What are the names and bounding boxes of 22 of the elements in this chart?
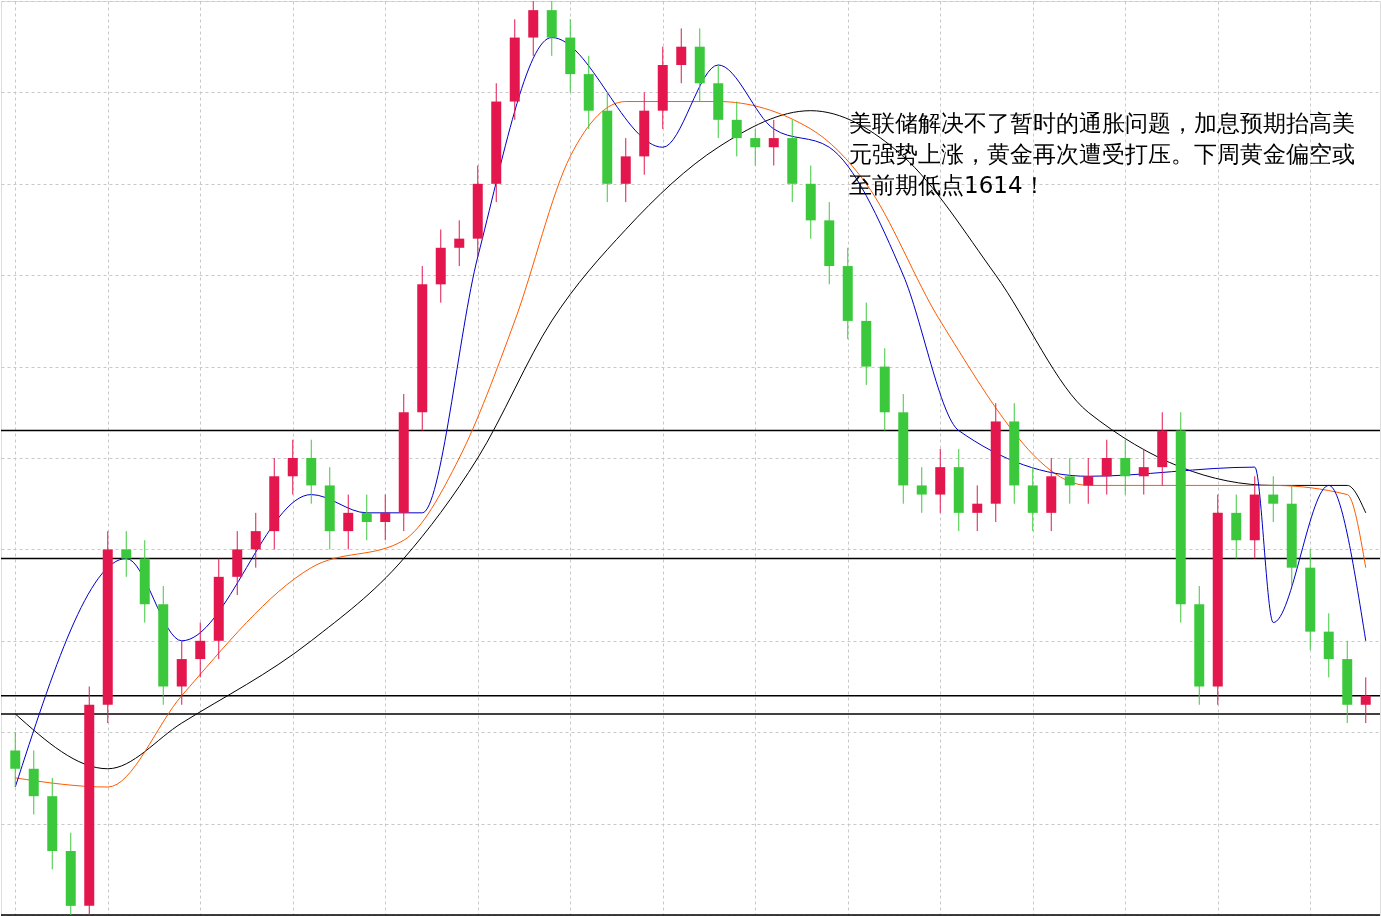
candlestick xyxy=(1360,676,1371,724)
candlestick xyxy=(768,119,779,167)
candlestick xyxy=(972,484,983,532)
candlestick xyxy=(1083,457,1094,505)
candlestick xyxy=(731,101,742,157)
candlestick xyxy=(1120,439,1131,496)
candlestick xyxy=(10,731,21,788)
candlestick xyxy=(250,512,261,569)
candlestick xyxy=(380,494,391,541)
candlestick xyxy=(676,27,687,84)
candlestick xyxy=(750,128,761,167)
candlestick xyxy=(1268,475,1279,523)
candlestick xyxy=(287,439,298,496)
candlestick xyxy=(343,494,354,550)
candlestick xyxy=(454,219,465,267)
candlestick xyxy=(121,530,132,578)
candlestick xyxy=(916,466,927,514)
candlestick xyxy=(195,622,206,678)
candlestick xyxy=(1101,439,1112,496)
candlestick xyxy=(361,494,372,541)
candlestick xyxy=(1138,448,1149,496)
candlestick xyxy=(1064,457,1075,505)
